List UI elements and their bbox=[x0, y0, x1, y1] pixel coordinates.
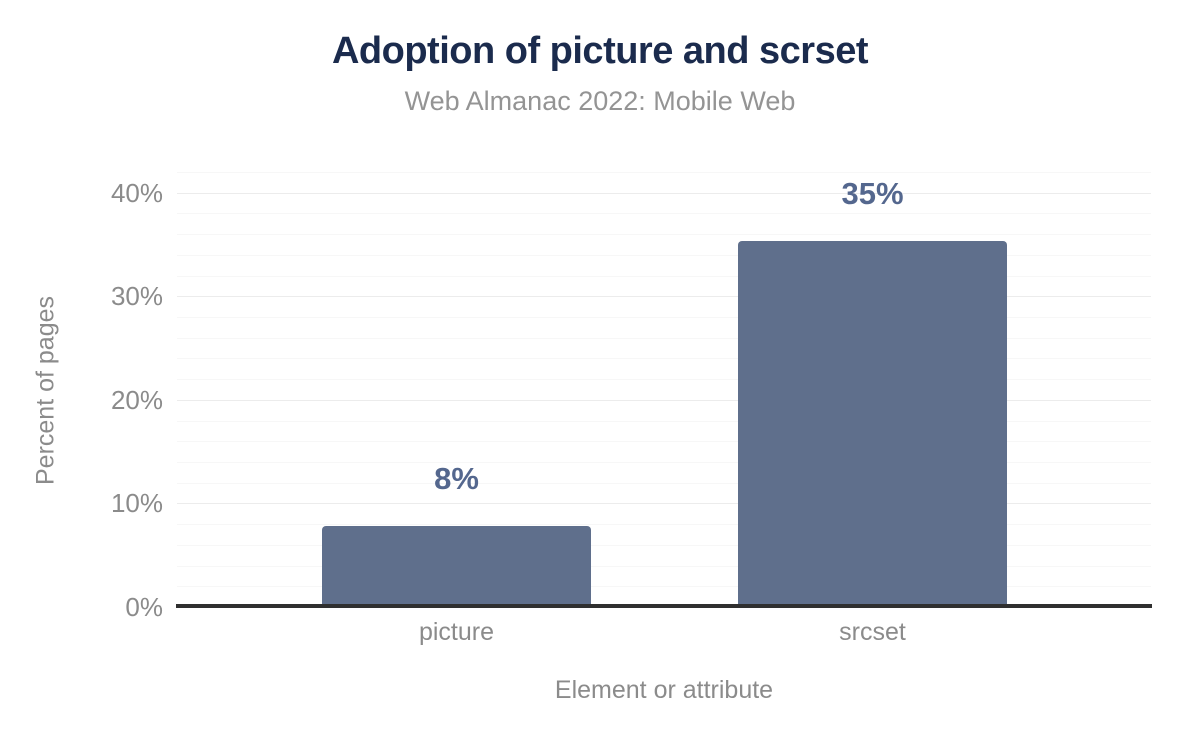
minor-gridline bbox=[177, 358, 1151, 360]
y-tick-label-10%: 10% bbox=[110, 488, 163, 519]
major-gridline bbox=[177, 503, 1151, 505]
bar-value-label-picture: 8% bbox=[434, 461, 479, 497]
y-tick-label-20%: 20% bbox=[110, 384, 163, 415]
minor-gridline bbox=[177, 172, 1151, 173]
chart-title: Adoption of picture and scrset bbox=[331, 30, 869, 72]
minor-gridline bbox=[177, 524, 1151, 526]
y-tick-label-30%: 30% bbox=[110, 281, 163, 312]
minor-gridline bbox=[177, 462, 1151, 463]
y-tick-label-40%: 40% bbox=[110, 177, 163, 208]
minor-gridline bbox=[177, 254, 1151, 256]
major-gridline bbox=[177, 192, 1151, 194]
minor-gridline bbox=[177, 441, 1151, 443]
x-tick-label-srcset: srcset bbox=[839, 618, 906, 646]
minor-gridline bbox=[177, 565, 1151, 567]
minor-gridline bbox=[177, 337, 1151, 339]
plot-area: 8% 35% bbox=[177, 172, 1151, 607]
minor-gridline bbox=[177, 420, 1151, 422]
y-tick-label-0%: 0% bbox=[125, 592, 163, 622]
minor-gridline bbox=[177, 379, 1151, 381]
major-gridline bbox=[177, 399, 1151, 401]
minor-gridline bbox=[177, 482, 1151, 484]
bar-srcset[interactable] bbox=[738, 241, 1007, 607]
bar-picture[interactable] bbox=[322, 526, 591, 607]
minor-gridline bbox=[177, 586, 1151, 588]
minor-gridline bbox=[177, 544, 1151, 546]
minor-gridline bbox=[177, 275, 1151, 277]
x-axis-title: Element or attribute bbox=[554, 676, 774, 704]
x-axis-line bbox=[176, 604, 1152, 608]
x-tick-label-picture: picture bbox=[418, 618, 495, 646]
chart-subtitle: Web Almanac 2022: Mobile Web bbox=[404, 86, 796, 116]
bar-value-label-srcset: 35% bbox=[841, 176, 904, 212]
minor-gridline bbox=[177, 213, 1151, 215]
minor-gridline bbox=[177, 234, 1151, 236]
major-gridline bbox=[177, 296, 1151, 298]
minor-gridline bbox=[177, 317, 1151, 318]
